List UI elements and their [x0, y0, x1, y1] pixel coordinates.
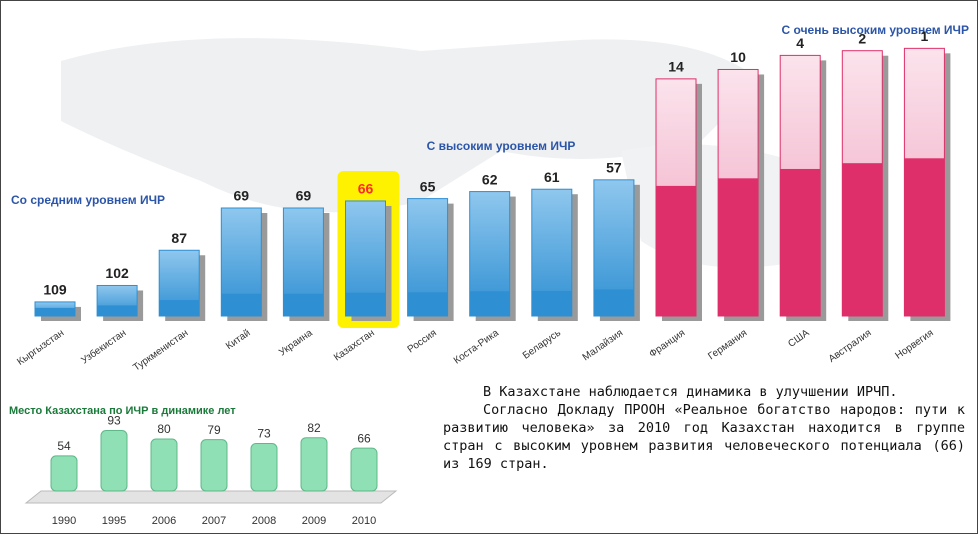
paragraph: В Казахстане наблюдается динамика в улуч… [483, 384, 898, 400]
value-label: 66 [358, 181, 374, 197]
x-tick-label: Беларусь [521, 328, 563, 362]
bar [300, 437, 328, 492]
platform [24, 490, 398, 504]
bar [100, 430, 128, 492]
group-label: С высоким уровнем ИЧР [427, 139, 576, 153]
chart-title: Место Казахстана по ИЧР в динамике лет [9, 405, 236, 417]
value-label: 62 [482, 171, 498, 187]
x-tick-label: Франция [647, 328, 687, 361]
x-tick-label: 2008 [252, 515, 276, 527]
value-label: 65 [420, 178, 436, 194]
x-tick-label: Германия [706, 328, 749, 363]
value-label: 57 [606, 160, 622, 176]
bar [350, 447, 378, 492]
text-block: В Казахстане наблюдается динамика в улуч… [443, 383, 965, 473]
value-label: 87 [171, 230, 187, 246]
x-tick-label: Украина [277, 327, 315, 358]
x-tick-label: Кыргызстан [15, 328, 66, 368]
value-label: 109 [43, 282, 67, 298]
x-tick-label: 1995 [102, 515, 126, 527]
group-label: С очень высоким уровнем ИЧР [782, 23, 969, 37]
bar-base [97, 305, 138, 316]
bar [50, 455, 78, 492]
x-tick-label: 2010 [352, 515, 376, 527]
bar [150, 438, 178, 492]
x-tick-label: Россия [406, 328, 439, 356]
bar-base [407, 292, 448, 316]
bar-base [904, 158, 945, 316]
value-label: 93 [107, 414, 121, 428]
x-tick-label: Туркменистан [131, 328, 190, 374]
value-label: 14 [668, 59, 684, 75]
value-label: 69 [296, 188, 312, 204]
bar-base [283, 293, 324, 316]
x-tick-label: Казахстан [332, 328, 377, 364]
value-label: 69 [234, 188, 250, 204]
value-label: 1 [921, 28, 929, 44]
map-shape [61, 38, 761, 213]
group-label: Со средним уровнем ИЧР [11, 193, 165, 207]
x-tick-label: 2009 [302, 515, 326, 527]
x-tick-label: Малайзия [581, 328, 625, 364]
bar-base [780, 168, 821, 316]
value-label: 80 [157, 422, 171, 436]
value-label: 79 [207, 423, 221, 437]
value-label: 54 [57, 439, 71, 453]
value-label: 102 [105, 265, 129, 281]
x-tick-label: Норвегия [893, 328, 935, 362]
paragraph: Согласно Докладу ПРООН «Реальное богатст… [443, 402, 965, 472]
x-tick-label: США [786, 327, 811, 349]
bar [200, 439, 228, 492]
x-tick-label: 1990 [52, 515, 76, 527]
bar-base [35, 307, 75, 316]
value-label: 10 [730, 49, 746, 65]
bar-base [656, 185, 696, 316]
x-tick-label: 2006 [152, 515, 176, 527]
bar [250, 443, 278, 492]
value-label: 73 [257, 427, 271, 441]
value-label: 61 [544, 169, 560, 185]
bar-base [469, 291, 510, 316]
bar-base [718, 178, 759, 316]
bar-base [345, 292, 386, 316]
x-tick-label: Узбекистан [79, 327, 128, 367]
x-tick-label: Коста-Рика [452, 327, 501, 366]
value-label: 82 [307, 421, 321, 435]
x-tick-label: 2007 [202, 515, 226, 527]
bar-base [159, 300, 200, 316]
value-label: 2 [858, 30, 866, 46]
bar-base [531, 290, 572, 316]
value-label: 66 [357, 431, 371, 445]
bar-base [221, 293, 262, 316]
x-tick-label: Австралия [827, 328, 874, 365]
value-label: 4 [796, 35, 804, 51]
bar-base [593, 289, 634, 316]
x-tick-label: Китай [224, 328, 252, 353]
bar-base [842, 163, 883, 316]
